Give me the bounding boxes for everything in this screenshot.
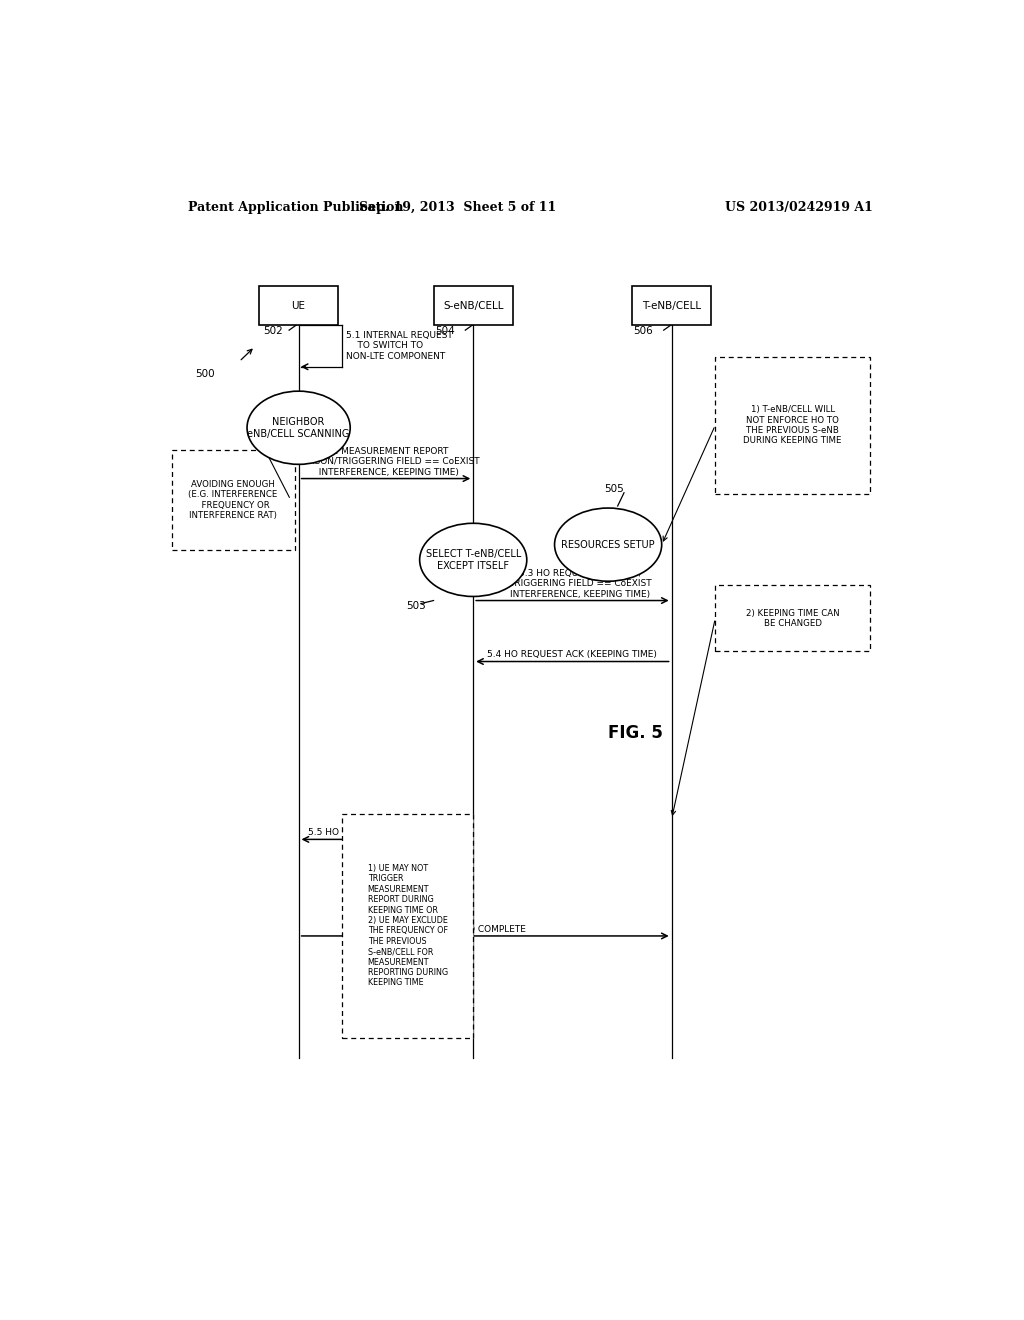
Text: FIG. 5: FIG. 5: [608, 723, 664, 742]
Bar: [632, 286, 712, 325]
FancyBboxPatch shape: [715, 585, 870, 651]
Text: 1) UE MAY NOT
TRIGGER
MEASUREMENT
REPORT DURING
KEEPING TIME OR
2) UE MAY EXCLUD: 1) UE MAY NOT TRIGGER MEASUREMENT REPORT…: [368, 865, 447, 987]
Text: 504: 504: [435, 326, 455, 337]
Text: 503: 503: [406, 601, 426, 611]
Text: Sep. 19, 2013  Sheet 5 of 11: Sep. 19, 2013 Sheet 5 of 11: [358, 201, 556, 214]
Text: 505: 505: [604, 483, 624, 494]
Text: S-eNB/CELL: S-eNB/CELL: [443, 301, 504, 310]
Text: NEIGHBOR
eNB/CELL SCANNING: NEIGHBOR eNB/CELL SCANNING: [248, 417, 350, 438]
Text: 2) KEEPING TIME CAN
BE CHANGED: 2) KEEPING TIME CAN BE CHANGED: [745, 609, 840, 628]
Text: 501: 501: [231, 469, 251, 479]
Text: T-eNB/CELL: T-eNB/CELL: [642, 301, 701, 310]
Text: Patent Application Publication: Patent Application Publication: [187, 201, 403, 214]
Text: US 2013/0242919 A1: US 2013/0242919 A1: [725, 201, 872, 214]
Text: 1) T-eNB/CELL WILL
NOT ENFORCE HO TO
THE PREVIOUS S-eNB
DURING KEEPING TIME: 1) T-eNB/CELL WILL NOT ENFORCE HO TO THE…: [743, 405, 842, 445]
FancyBboxPatch shape: [172, 450, 295, 549]
Text: AVOIDING ENOUGH
(E.G. INTERFERENCE
  FREQUENCY OR
INTERFERENCE RAT): AVOIDING ENOUGH (E.G. INTERFERENCE FREQU…: [188, 479, 278, 520]
Text: 5.5 HO COMMAND (KEEPING TIME): 5.5 HO COMMAND (KEEPING TIME): [308, 829, 464, 837]
Text: 5.1 INTERNAL REQUEST
    TO SWITCH TO
NON-LTE COMPONENT: 5.1 INTERNAL REQUEST TO SWITCH TO NON-LT…: [346, 331, 453, 360]
Text: 500: 500: [196, 368, 215, 379]
Text: SELECT T-eNB/CELL
EXCEPT ITSELF: SELECT T-eNB/CELL EXCEPT ITSELF: [426, 549, 521, 570]
Text: UE: UE: [292, 301, 305, 310]
Text: 5.4 HO REQUEST ACK (KEEPING TIME): 5.4 HO REQUEST ACK (KEEPING TIME): [487, 651, 657, 660]
Ellipse shape: [555, 508, 662, 581]
Bar: [433, 286, 513, 325]
Text: 5.6 HO COMPLETE: 5.6 HO COMPLETE: [444, 925, 526, 935]
Bar: [259, 286, 338, 325]
FancyBboxPatch shape: [342, 814, 473, 1038]
FancyBboxPatch shape: [715, 356, 870, 494]
Text: RESOURCES SETUP: RESOURCES SETUP: [561, 540, 655, 549]
Ellipse shape: [247, 391, 350, 465]
Text: 5.3 HO REQUEST (REASON/
TRIGGERING FIELD == CoEXIST
INTERFERENCE, KEEPING TIME): 5.3 HO REQUEST (REASON/ TRIGGERING FIELD…: [509, 569, 651, 598]
Text: 5.2 MEASUREMENT REPORT
(REASON/TRIGGERING FIELD == CoEXIST
  INTERFERENCE, KEEPI: 5.2 MEASUREMENT REPORT (REASON/TRIGGERIN…: [293, 446, 479, 477]
Text: 502: 502: [263, 326, 283, 337]
Text: 506: 506: [634, 326, 653, 337]
Ellipse shape: [420, 523, 526, 597]
